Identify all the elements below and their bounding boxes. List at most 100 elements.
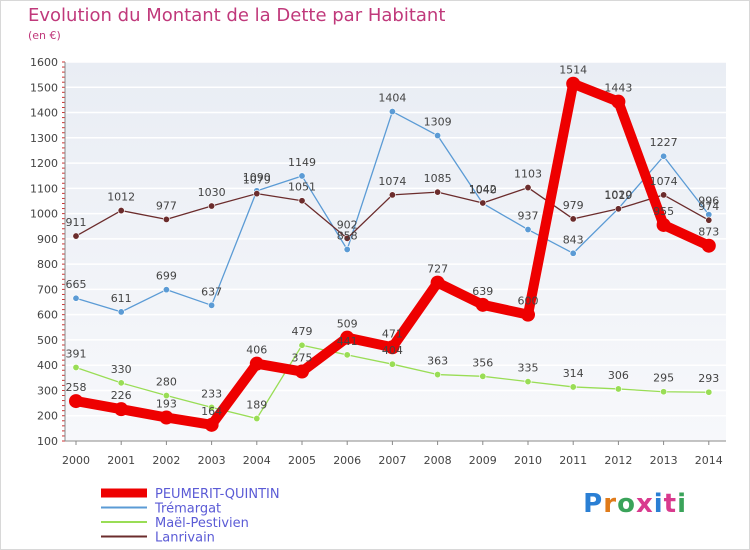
data-point: [298, 197, 306, 205]
data-point: [434, 188, 442, 196]
data-label: 1019: [604, 189, 632, 202]
proxiti-logo: Proxiti: [583, 489, 687, 519]
data-point: [701, 238, 716, 253]
y-tick-label: 900: [37, 233, 58, 246]
x-tick-label: 2008: [424, 454, 452, 467]
y-tick-label: 1400: [30, 107, 58, 120]
data-label: 471: [382, 327, 403, 340]
data-label: 293: [698, 372, 719, 385]
data-label: 955: [653, 205, 674, 218]
data-label: 193: [156, 398, 177, 411]
data-point: [162, 392, 170, 400]
data-point: [524, 378, 532, 386]
data-point: [343, 351, 351, 359]
data-label: 1090: [243, 171, 271, 184]
x-tick-label: 2007: [378, 454, 406, 467]
x-tick-label: 2001: [107, 454, 135, 467]
data-point: [705, 216, 713, 224]
data-label: 295: [653, 372, 674, 385]
data-point: [524, 226, 532, 234]
x-tick-label: 2000: [62, 454, 90, 467]
chart-subtitle: (en €): [28, 29, 61, 42]
data-label: 611: [111, 292, 132, 305]
data-label: 1149: [288, 156, 316, 169]
data-point: [117, 207, 125, 215]
data-point: [569, 249, 577, 257]
data-point: [614, 385, 622, 393]
data-label: 375: [292, 352, 313, 365]
data-label: 727: [427, 263, 448, 276]
data-point: [479, 372, 487, 380]
data-label: 1051: [288, 181, 316, 194]
data-point: [162, 286, 170, 294]
legend-label: Maël-Pestivien: [155, 516, 249, 531]
data-label: 1020: [604, 189, 632, 202]
x-tick-label: 2003: [198, 454, 226, 467]
data-point: [660, 152, 668, 160]
data-label: 902: [337, 218, 358, 231]
data-label: 858: [337, 229, 358, 242]
y-tick-label: 1200: [30, 157, 58, 170]
data-point: [343, 234, 351, 242]
data-label: 1309: [424, 116, 452, 129]
plot-area: [65, 62, 726, 441]
data-label: 280: [156, 376, 177, 389]
x-tick-label: 2011: [559, 454, 587, 467]
data-label: 979: [563, 199, 584, 212]
data-label: 974: [698, 200, 719, 213]
data-label: 1074: [650, 175, 678, 188]
data-point: [249, 356, 264, 371]
x-tick-label: 2006: [333, 454, 361, 467]
y-tick-label: 1300: [30, 132, 58, 145]
data-label: 404: [382, 344, 403, 357]
y-tick-label: 1000: [30, 208, 58, 221]
data-point: [660, 388, 668, 396]
legend-label: Lanrivain: [155, 531, 215, 546]
data-label: 164: [201, 405, 222, 418]
y-tick-label: 600: [37, 309, 58, 322]
data-point: [385, 340, 400, 355]
legend-label: Trémargat: [154, 502, 221, 517]
data-label: 1103: [514, 168, 542, 181]
x-tick-label: 2005: [288, 454, 316, 467]
data-point: [208, 301, 216, 309]
data-label: 665: [66, 278, 87, 291]
data-point: [295, 364, 309, 379]
data-label: 639: [472, 285, 493, 298]
data-point: [430, 275, 445, 290]
data-label: 911: [66, 216, 87, 229]
data-label: 330: [111, 363, 132, 376]
data-point: [117, 308, 125, 316]
data-label: 873: [698, 226, 719, 239]
data-point: [253, 190, 261, 198]
data-point: [521, 307, 535, 322]
x-tick-label: 2013: [650, 454, 678, 467]
data-label: 937: [518, 210, 539, 223]
data-point: [660, 191, 668, 199]
y-tick-label: 300: [37, 384, 58, 397]
data-label: 1443: [604, 82, 632, 95]
data-label: 1404: [378, 92, 406, 105]
data-point: [72, 294, 80, 302]
data-label: 1074: [378, 175, 406, 188]
data-point: [656, 217, 671, 232]
data-label: 189: [246, 399, 267, 412]
data-label: 637: [201, 285, 222, 298]
data-point: [434, 371, 442, 379]
data-label: 406: [246, 344, 267, 357]
data-label: 509: [337, 318, 358, 331]
data-point: [569, 383, 577, 391]
data-label: 996: [698, 195, 719, 208]
data-label: 1514: [559, 64, 587, 77]
data-point: [69, 394, 83, 409]
x-tick-label: 2014: [695, 454, 723, 467]
data-label: 1042: [469, 183, 497, 196]
data-label: 356: [472, 356, 493, 369]
y-tick-label: 700: [37, 283, 58, 296]
x-tick-label: 2012: [604, 454, 632, 467]
data-label: 233: [201, 387, 222, 400]
data-label: 1030: [198, 186, 226, 199]
y-tick-label: 1500: [30, 81, 58, 94]
data-point: [388, 360, 396, 368]
